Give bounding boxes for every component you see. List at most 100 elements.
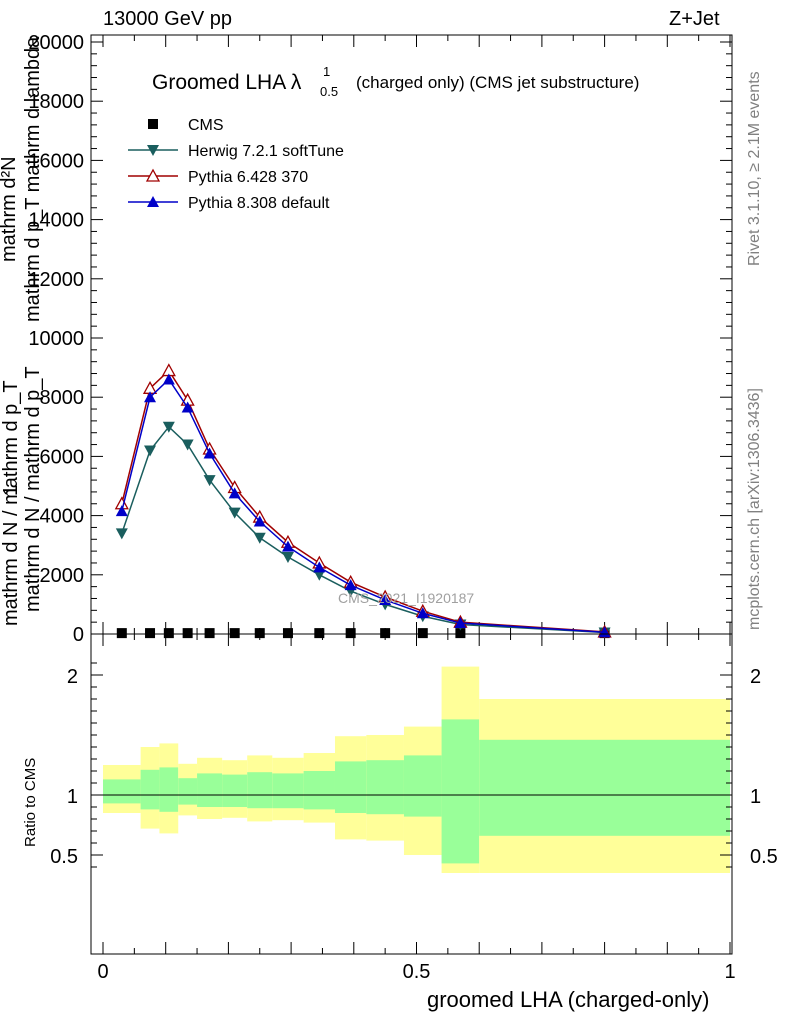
- legend-label-1: Herwig 7.2.1 softTune: [188, 143, 344, 160]
- y-tick-label: 2000: [40, 565, 85, 587]
- header-channel: Z+Jet: [669, 8, 720, 30]
- series-0-point: [455, 628, 466, 639]
- ratio-band-inner-13: [479, 739, 730, 836]
- x-tick-label: 1: [724, 961, 735, 983]
- series-3-point: [228, 487, 241, 499]
- series-3-point: [181, 401, 194, 413]
- chart-title: Groomed LHA λ 1 0.5 (charged only) (CMS …: [152, 64, 639, 99]
- x-tick-label: 0.5: [403, 961, 431, 983]
- series-3-point: [281, 540, 294, 552]
- series-0-point: [163, 628, 174, 639]
- legend-label-2: Pythia 6.428 370: [188, 169, 308, 186]
- title-main: Groomed LHA λ: [152, 71, 302, 94]
- y-tick-label: 16000: [28, 150, 84, 172]
- series-3-point: [379, 593, 392, 605]
- ratio-band-inner-8: [303, 771, 335, 810]
- series-0-point: [182, 628, 193, 639]
- ratio-band-inner-12: [441, 719, 480, 864]
- ratio-y-tick-label-right: 1: [750, 786, 761, 808]
- legend-marker-1: [147, 145, 159, 156]
- legend-marker-2: [145, 168, 161, 182]
- ratio-band-inner-4: [197, 773, 223, 807]
- y-tick-label: 8000: [40, 387, 85, 409]
- series-3-point: [162, 373, 175, 385]
- ratio-plot-frame: [90, 633, 733, 955]
- series-1-point: [144, 445, 157, 457]
- series-0-point: [380, 628, 391, 639]
- series-0-point: [229, 628, 240, 639]
- series-1-point: [281, 552, 294, 564]
- ratio-y-tick-label-left: 1: [67, 786, 78, 808]
- series-1-point: [162, 421, 175, 433]
- series-1-point: [115, 528, 128, 540]
- legend-label-0: CMS: [188, 117, 224, 134]
- series-0-point: [116, 628, 127, 639]
- y-tick-label: 0: [73, 624, 84, 646]
- series-layer: [114, 363, 612, 639]
- series-1-point: [181, 439, 194, 451]
- series-0-point: [145, 628, 156, 639]
- series-0-point: [417, 628, 428, 639]
- series-0-point: [345, 628, 356, 639]
- series-0-point: [204, 628, 215, 639]
- series-1-point: [228, 507, 241, 519]
- series-3-point: [203, 447, 216, 459]
- series-1-point: [253, 532, 266, 544]
- title-sup: 1: [323, 64, 330, 79]
- ratio-band-inner-10: [366, 760, 404, 815]
- ratio-band-inner-7: [272, 773, 304, 809]
- series-3-point: [313, 561, 326, 573]
- ratio-bands: [103, 666, 730, 873]
- y-tick-label: 6000: [40, 446, 85, 468]
- main-ylabel-num-bottom: mathrm d p_T mathrm d lambda: [22, 36, 44, 322]
- title-sub: 0.5: [320, 84, 338, 99]
- legend-marker-3: [147, 196, 159, 207]
- ratio-band-inner-5: [222, 774, 248, 807]
- ratio-y-tick-label-right: 0.5: [750, 846, 778, 868]
- ratio-y-tick-label-left: 2: [67, 666, 78, 688]
- legend: CMS Herwig 7.2.1 softTune Pythia 6.428 370…: [128, 117, 344, 212]
- rivet-label: Rivet 3.1.10, ≥ 2.1M events: [746, 71, 763, 266]
- title-rest: (charged only) (CMS jet substructure): [356, 73, 639, 92]
- y-tick-label: 14000: [28, 210, 84, 232]
- legend-marker-0: [148, 119, 158, 129]
- series-line-1: [121, 425, 605, 634]
- series-1-point: [203, 475, 216, 487]
- ratio-band-inner-6: [247, 772, 273, 809]
- header-process: 13000 GeV pp: [103, 8, 232, 30]
- mcplots-label: mcplots.cern.ch [arXiv:1306.3436]: [746, 388, 763, 630]
- y-tick-label: 18000: [28, 91, 84, 113]
- series-0-point: [254, 628, 265, 639]
- ratio-band-inner-3: [178, 778, 198, 805]
- main-ylabel-den-top: mathrm d N / mathrm d p_T: [22, 366, 44, 612]
- ratio-y-tick-label-right: 2: [750, 666, 761, 688]
- x-tick-label: 0: [97, 961, 108, 983]
- series-0-point: [314, 628, 325, 639]
- main-ylabel-num-top: mathrm d²N: [0, 156, 20, 262]
- series-3-point: [416, 607, 429, 619]
- series-3-point: [144, 391, 157, 403]
- tick-labels: 0 2000 4000 6000 8000 10000 12000 14000 16000 180…: [28, 32, 777, 983]
- ratio-ylabel: Ratio to CMS: [22, 757, 39, 847]
- main-ylabel-den-bottom: mathrm d N / mathrm d p_T: [0, 380, 22, 626]
- series-3-point: [253, 515, 266, 527]
- ratio-band-inner-0: [103, 779, 141, 804]
- series-1-point: [313, 569, 326, 581]
- y-tick-label: 20000: [28, 32, 84, 54]
- ratio-band-inner-2: [159, 767, 179, 812]
- y-tick-label: 4000: [40, 506, 85, 528]
- watermark: CMS_2021_I1920187: [338, 590, 474, 606]
- ratio-band-inner-11: [403, 755, 442, 817]
- legend-label-3: Pythia 8.308 default: [188, 195, 330, 212]
- ratio-band-inner-1: [140, 769, 160, 810]
- x-axis-label: groomed LHA (charged-only): [427, 987, 710, 1012]
- series-3-point: [115, 505, 128, 517]
- ratio-y-tick-label-left: 0.5: [50, 846, 78, 868]
- series-0-point: [282, 628, 293, 639]
- y-tick-label: 12000: [28, 269, 84, 291]
- y-tick-label: 10000: [28, 328, 84, 350]
- ratio-band-inner-9: [334, 761, 367, 813]
- series-3-point: [344, 579, 357, 591]
- series-3-point: [454, 617, 467, 629]
